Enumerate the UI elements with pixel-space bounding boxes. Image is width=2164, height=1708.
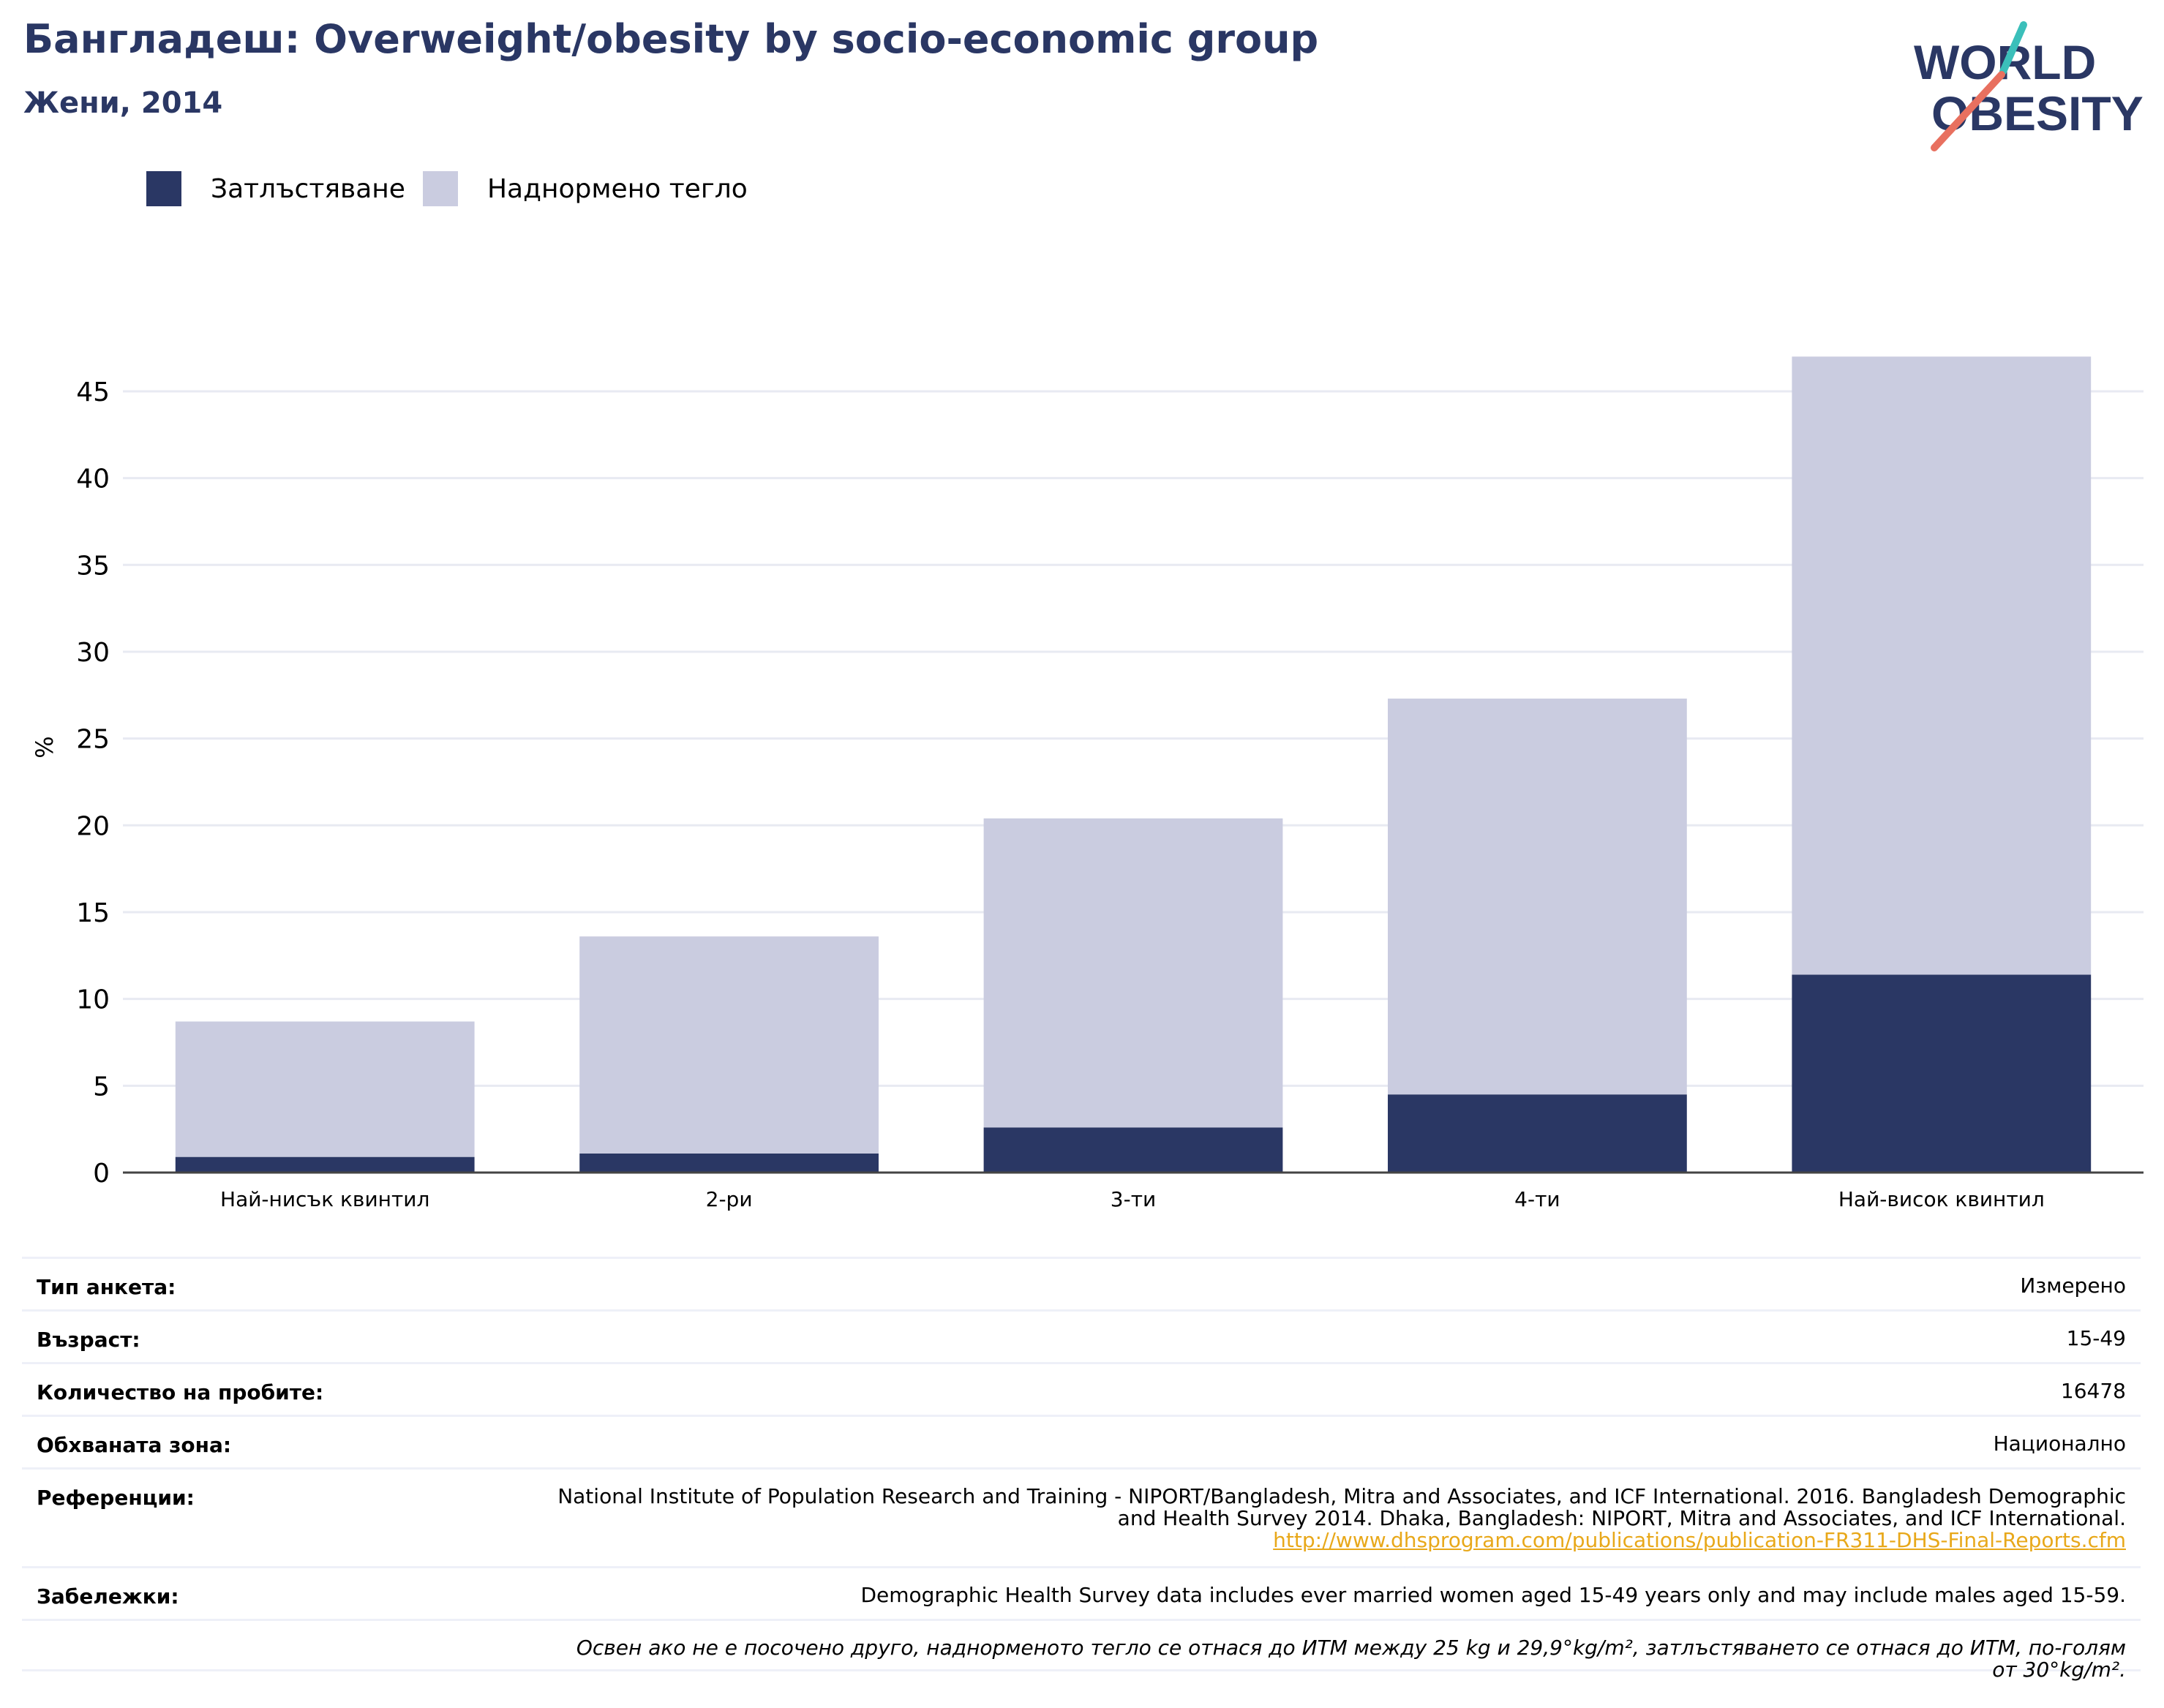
survey-type-label: Тип анкета:	[37, 1275, 176, 1299]
survey-type-value: Измерено	[2020, 1274, 2126, 1298]
y-axis-label: %	[31, 736, 59, 758]
y-tick-label: 15	[76, 898, 110, 928]
bar-overweight[interactable]	[175, 1021, 475, 1157]
legend-label-obesity: Затлъстяване	[211, 173, 405, 204]
y-tick-label: 10	[76, 985, 110, 1015]
legend-label-overweight: Наднормено тегло	[486, 173, 748, 204]
legend-item-obesity[interactable]: Затлъстяване	[146, 171, 405, 206]
y-tick-label: 35	[76, 551, 110, 581]
age-value: 15-49	[2066, 1326, 2126, 1350]
bar-obesity[interactable]	[175, 1156, 475, 1173]
sample-size-value: 16478	[2060, 1379, 2126, 1403]
x-tick-label: 3-ти	[1111, 1187, 1156, 1211]
info-row-age: Възраст: 15-49	[22, 1309, 2141, 1362]
chart-legend: Затлъстяване Наднормено тегло	[146, 167, 765, 211]
stacked-bar-chart: 0 5 10 15 20 25 30 35 40 45% Най-нисък квинтил 2-ри…	[31, 356, 2144, 1211]
references-link[interactable]: http://www.dhsprogram.com/publications/p…	[1273, 1528, 2126, 1552]
y-tick-label: 30	[76, 638, 110, 668]
legend-swatch-overweight	[422, 171, 458, 206]
area-label: Обхваната зона:	[37, 1433, 232, 1457]
x-tick-label: Най-висок квинтил	[1838, 1187, 2045, 1211]
bar-overweight[interactable]	[1792, 356, 2092, 975]
x-tick-label: 4-ти	[1514, 1187, 1560, 1211]
bar-overweight[interactable]	[983, 818, 1283, 1128]
info-row-area: Обхваната зона: Национално	[22, 1415, 2141, 1467]
bar-obesity[interactable]	[579, 1153, 879, 1173]
y-tick-label: 5	[93, 1072, 110, 1102]
sample-size-label: Количество на пробите:	[37, 1380, 324, 1404]
bar-obesity[interactable]	[1792, 974, 2092, 1173]
area-value: Национално	[1993, 1432, 2126, 1456]
references-text: National Institute of Population Researc…	[557, 1484, 2126, 1530]
survey-info-table: Тип анкета: Измерено Възраст: 15-49 Коли…	[22, 1257, 2141, 1681]
y-tick-label: 25	[76, 725, 110, 755]
info-row-sample-size: Количество на пробите: 16478	[22, 1362, 2141, 1415]
definition-note: Освен ако не е посочено друго, наднормен…	[576, 1636, 2126, 1682]
y-tick-label: 45	[76, 377, 110, 407]
bar-overweight[interactable]	[579, 936, 879, 1154]
chart-title: Бангладеш: Overweight/obesity by socio-e…	[23, 16, 1319, 62]
y-tick-label: 40	[76, 464, 110, 494]
notes-value: Demographic Health Survey data includes …	[860, 1583, 2126, 1607]
references-label: Референции:	[37, 1486, 195, 1510]
bar-obesity[interactable]	[1388, 1094, 1687, 1173]
world-obesity-logo: WORLD OBESITY	[1914, 21, 2144, 151]
info-row-notes: Забележки: Demographic Health Survey dat…	[22, 1566, 2141, 1619]
x-tick-label: 2-ри	[706, 1187, 753, 1211]
bar-obesity[interactable]	[983, 1127, 1283, 1173]
info-row-definition: Освен ако не е посочено друго, наднормен…	[22, 1619, 2141, 1681]
legend-swatch-obesity	[146, 171, 181, 206]
chart-subtitle: Жени, 2014	[23, 86, 223, 120]
y-tick-label: 0	[93, 1159, 110, 1189]
bar-overweight[interactable]	[1388, 699, 1687, 1095]
info-row-survey-type: Тип анкета: Измерено	[22, 1257, 2141, 1309]
x-tick-label: Най-нисък квинтил	[220, 1187, 429, 1211]
notes-label: Забележки:	[37, 1584, 179, 1609]
legend-item-overweight[interactable]: Наднормено тегло	[422, 171, 748, 206]
info-row-references: Референции: National Institute of Popula…	[22, 1467, 2141, 1566]
age-label: Възраст:	[37, 1328, 140, 1352]
references-value: National Institute of Population Researc…	[553, 1486, 2126, 1551]
y-tick-label: 20	[76, 811, 110, 841]
